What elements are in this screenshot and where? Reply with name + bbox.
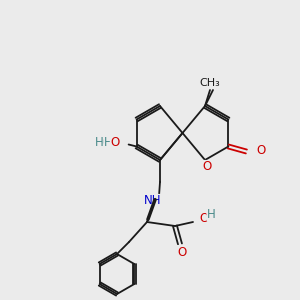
Text: CH₃: CH₃ [200, 78, 220, 88]
Text: O: O [177, 245, 187, 259]
Text: O: O [110, 136, 120, 149]
Text: O: O [202, 160, 211, 173]
Text: NH: NH [144, 194, 162, 208]
Text: H: H [104, 136, 112, 149]
Text: O: O [256, 144, 266, 157]
Text: HO: HO [94, 136, 112, 149]
Text: O: O [199, 212, 208, 224]
Text: H: H [207, 208, 216, 220]
